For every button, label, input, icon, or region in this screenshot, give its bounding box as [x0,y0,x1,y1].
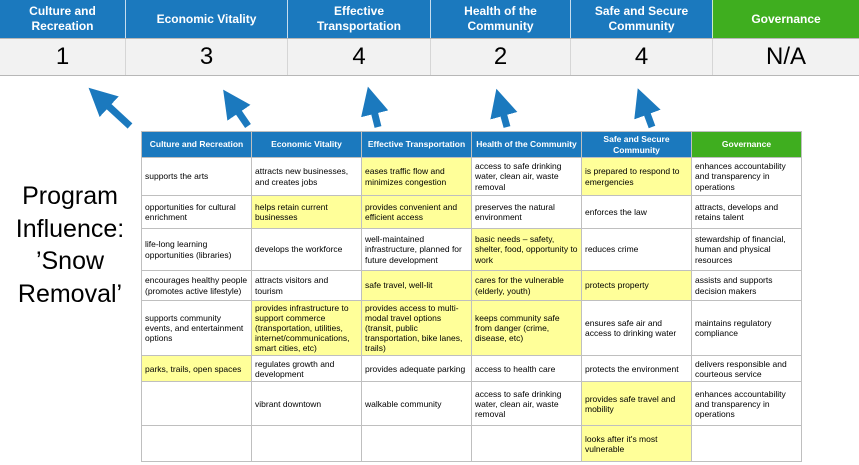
matrix-cell-highlighted: provides access to multi-modal travel op… [361,299,472,357]
matrix-cell-highlighted: provides convenient and efficient access [361,195,472,229]
matrix-cell: access to safe drinking water, clean air… [471,157,582,196]
matrix-cell: attracts, develops and retains talent [691,195,802,229]
matrix-cell-highlighted: is prepared to respond to emergencies [581,157,692,196]
matrix-cell-highlighted: helps retain current businesses [251,195,362,229]
influence-arrow-icon [88,87,133,129]
matrix-cell: reduces crime [581,228,692,271]
banner-category-label: Health of the Community [430,0,570,38]
matrix-cell: supports community events, and entertain… [141,299,252,357]
matrix-row: vibrant downtown walkable community access… [141,381,802,427]
score-value: N/A [712,39,859,75]
matrix-cell: stewardship of financial, human and phys… [691,228,802,271]
matrix-cell-highlighted: cares for the vulnerable (elderly, youth… [471,270,582,301]
matrix-cell: ensures safe air and access to drinking … [581,299,692,357]
score-value: 4 [570,39,712,75]
matrix-column-header: Safe and Secure Community [581,131,692,158]
score-banner: Culture and Recreation Economic Vitality E… [0,0,859,38]
matrix-cell: provides adequate parking [361,355,472,383]
matrix-cell: protects the environment [581,355,692,383]
matrix-row: looks after it's most vulnerable [141,425,802,463]
program-influence-title: Program Influence: ’Snow Removal’ [15,182,125,308]
matrix-cell [141,381,252,427]
matrix-row: life-long learning opportunities (librar… [141,228,802,271]
influence-arrow-icon [361,86,389,128]
matrix-cell: preserves the natural environment [471,195,582,229]
matrix-cell [691,425,802,463]
matrix-cell [141,425,252,463]
matrix-cell-highlighted: safe travel, well-lit [361,270,472,301]
matrix-column-header: Economic Vitality [251,131,362,158]
score-row: 1 3 4 2 4 N/A [0,38,859,76]
matrix-cell: access to health care [471,355,582,383]
matrix-cell-highlighted: provides infrastructure to support comme… [251,299,362,357]
matrix-cell: enforces the law [581,195,692,229]
matrix-cell-highlighted: eases traffic flow and minimizes congest… [361,157,472,196]
matrix-cell: regulates growth and development [251,355,362,383]
matrix-cell: enhances accountability and transparency… [691,381,802,427]
score-value: 2 [430,39,570,75]
score-value: 3 [125,39,287,75]
matrix-cell: attracts visitors and tourism [251,270,362,301]
banner-category-label: Governance [712,0,859,38]
matrix-cell: maintains regulatory compliance [691,299,802,357]
matrix-cell: attracts new businesses, and creates job… [251,157,362,196]
banner-category-label: Culture and Recreation [0,0,125,38]
matrix-cell: develops the workforce [251,228,362,271]
matrix-column-header: Culture and Recreation [141,131,252,158]
matrix-cell: walkable community [361,381,472,427]
matrix-cell: supports the arts [141,157,252,196]
matrix-cell: assists and supports decision makers [691,270,802,301]
matrix-column-header: Governance [691,131,802,158]
matrix-cell [251,425,362,463]
matrix-cell: life-long learning opportunities (librar… [141,228,252,271]
banner-category-label: Effective Transportation [287,0,430,38]
banner-category-label: Safe and Secure Community [570,0,712,38]
matrix-cell-highlighted: provides safe travel and mobility [581,381,692,427]
matrix-header-row: Culture and Recreation Economic Vitality E… [141,131,802,158]
matrix-row: parks, trails, open spaces regulates grow… [141,355,802,383]
matrix-cell: vibrant downtown [251,381,362,427]
matrix-body: supports the arts attracts new businesses… [141,157,802,463]
score-value: 1 [55,43,70,70]
matrix-cell-highlighted: basic needs – safety, shelter, food, opp… [471,228,582,271]
influence-matrix-table: Culture and Recreation Economic Vitality E… [141,131,802,463]
matrix-cell-highlighted: looks after it's most vulnerable [581,425,692,463]
matrix-cell [471,425,582,463]
matrix-cell: access to safe drinking water, clean air… [471,381,582,427]
matrix-cell: opportunities for cultural enrichment [141,195,252,229]
influence-arrow-icon [223,89,251,128]
matrix-row: encourages healthy people (promotes acti… [141,270,802,301]
matrix-cell: delivers responsible and courteous servi… [691,355,802,383]
matrix-row: supports community events, and entertain… [141,299,802,357]
matrix-cell-highlighted: parks, trails, open spaces [141,355,252,383]
matrix-cell-highlighted: keeps community safe from danger (crime,… [471,299,582,357]
matrix-cell-highlighted: protects property [581,270,692,301]
matrix-row: supports the arts attracts new businesses… [141,157,802,196]
matrix-cell: enhances accountability and transparency… [691,157,802,196]
score-value: 4 [287,39,430,75]
matrix-cell: well-maintained infrastructure, planned … [361,228,472,271]
influence-arrow-icon [490,88,518,128]
influence-arrows-layer [88,86,661,129]
matrix-column-header: Health of the Community [471,131,582,158]
matrix-cell [361,425,472,463]
matrix-cell: encourages healthy people (promotes acti… [141,270,252,301]
matrix-row: opportunities for cultural enrichment hel… [141,195,802,229]
banner-category-label: Economic Vitality [125,0,287,38]
matrix-column-header: Effective Transportation [361,131,472,158]
influence-arrow-icon [634,88,661,129]
